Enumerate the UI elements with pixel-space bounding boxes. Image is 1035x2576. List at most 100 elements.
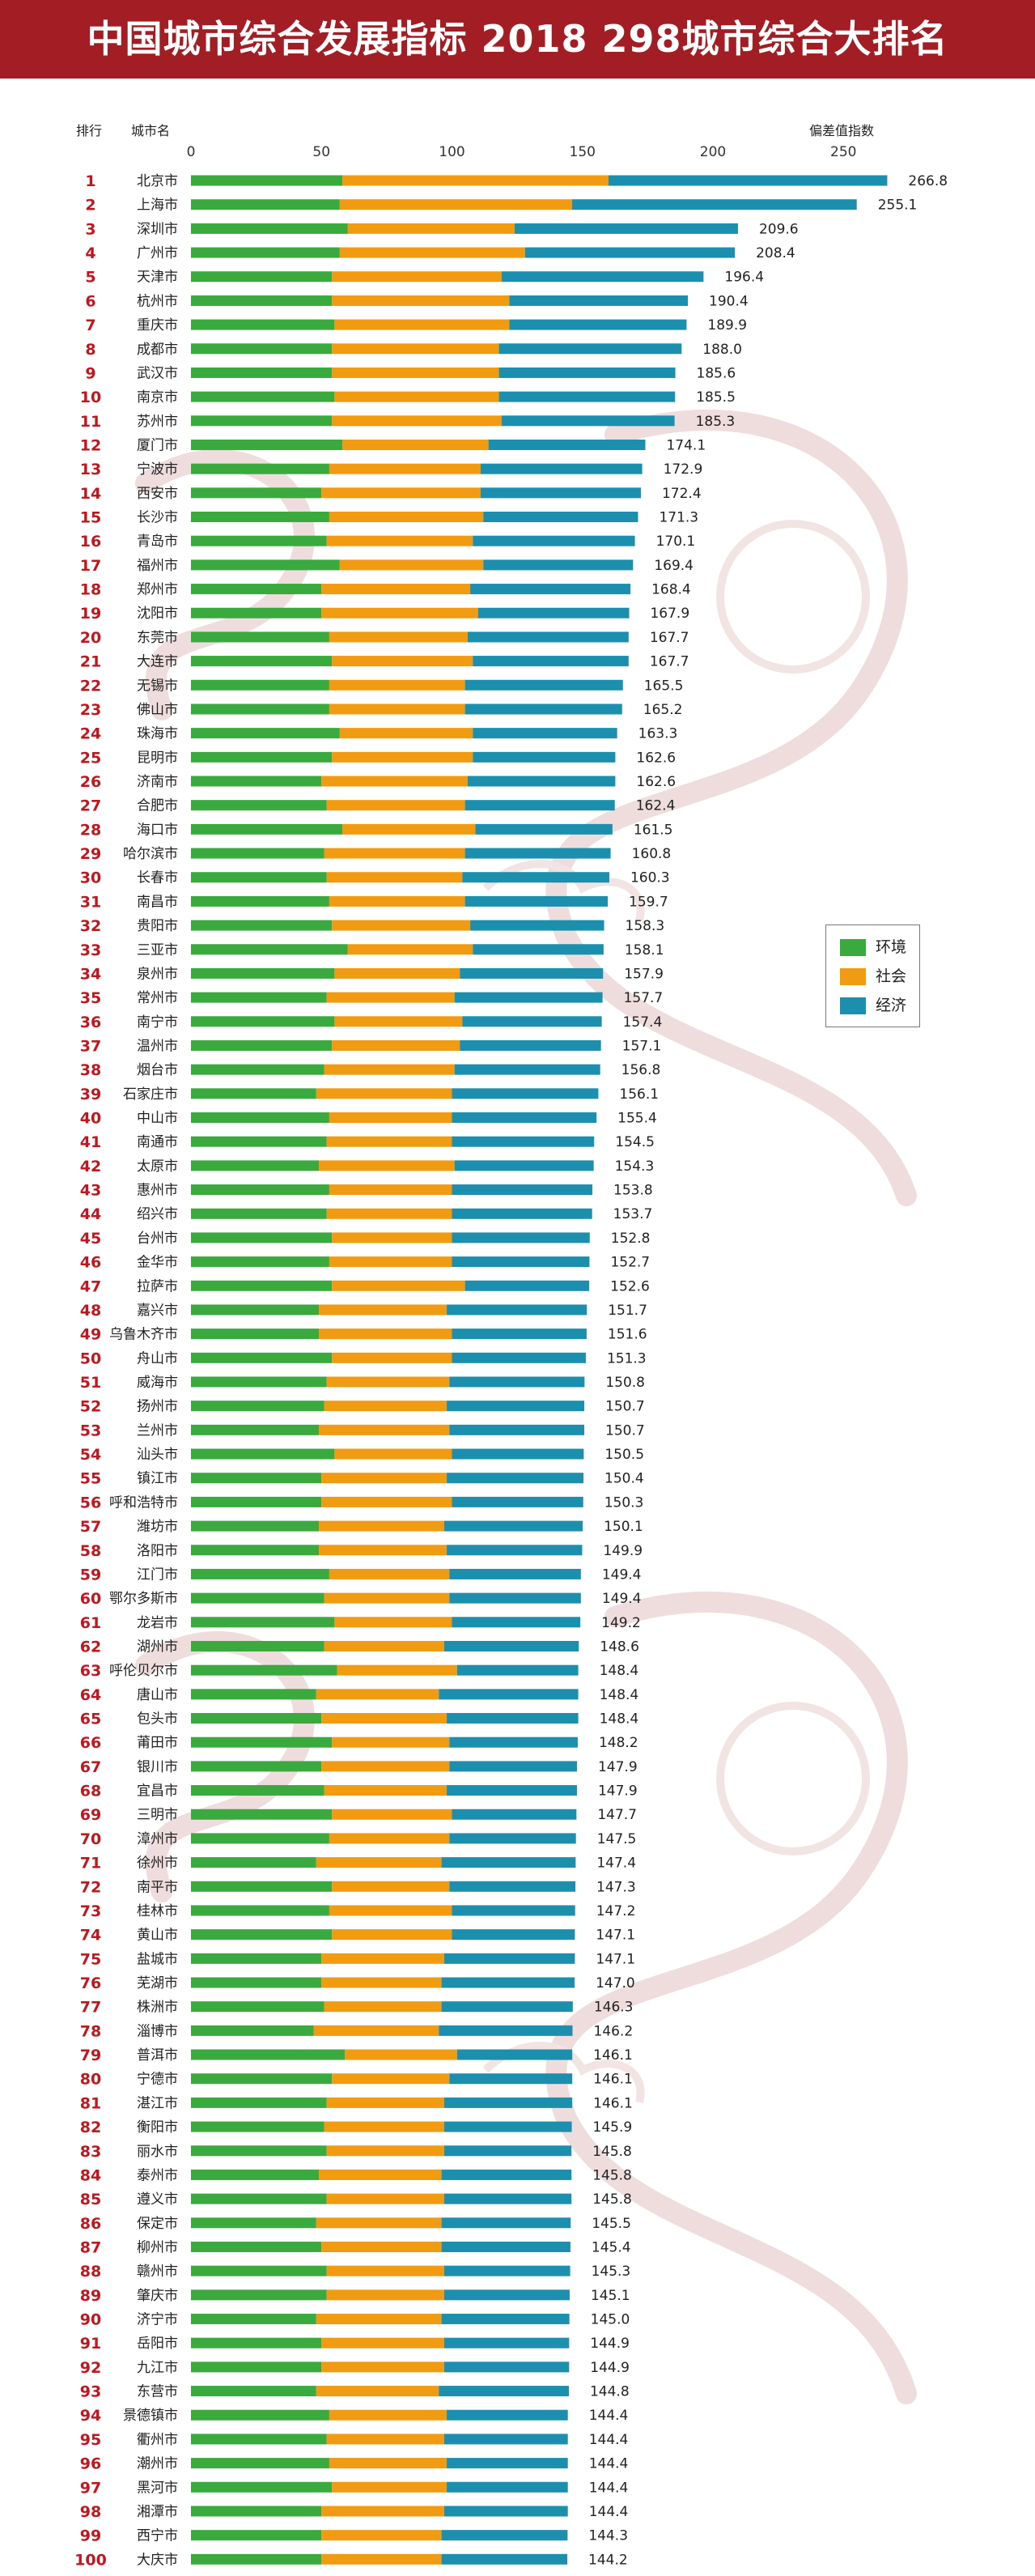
value-label: 159.7 [629,894,668,910]
rank-label: 73 [80,1902,101,1920]
bar-segment-economy [449,1833,576,1844]
city-label: 湖州市 [137,1639,178,1655]
bar-segment-economy [449,1376,585,1388]
rank-label: 50 [80,1350,101,1367]
city-label: 龙岩市 [137,1615,178,1631]
bar-segment-economy [483,559,634,571]
bar-segment-society [319,2169,442,2180]
bar-segment-economy [464,679,623,691]
bar-segment-environment [191,2241,322,2252]
bar-segment-economy [509,319,687,330]
value-label: 148.4 [600,1711,639,1728]
rank-label: 43 [80,1182,101,1200]
chart-row: 73 桂林市 147.2 [80,1902,636,1920]
rank-label: 23 [80,701,101,719]
city-label: 三亚市 [137,942,178,959]
bar-segment-environment [191,2386,316,2397]
city-label: 贵阳市 [137,918,178,934]
value-label: 152.8 [611,1231,651,1247]
bar-segment-society [316,2314,442,2325]
chart-row: 58 洛阳市 149.9 [80,1542,643,1560]
bar-segment-society [329,1184,452,1196]
bar-segment-economy [470,584,631,595]
city-column-header: 城市名 [131,123,170,138]
rank-label: 13 [80,461,101,478]
chart-row: 63 呼伦贝尔市 148.4 [80,1662,638,1680]
value-label: 153.8 [613,1183,653,1199]
value-label: 150.8 [605,1375,645,1391]
rank-label: 71 [80,1855,101,1872]
bar-segment-society [321,2553,442,2565]
bar-segment-economy [452,1232,590,1243]
value-label: 189.9 [707,317,747,334]
bar-segment-environment [191,271,333,283]
bar-segment-environment [191,1473,322,1484]
value-label: 167.7 [650,630,689,646]
legend-swatch-economy [840,997,866,1014]
rank-label: 63 [80,1662,101,1680]
bar-segment-environment [191,751,333,763]
chart-row: 15 长沙市 171.3 [80,509,698,527]
chart-row: 1 北京市 266.8 [85,172,948,190]
chart-row: 71 徐州市 147.4 [80,1855,636,1872]
x-tick-label: 150 [570,144,596,160]
bar-segment-environment [191,367,333,378]
rank-label: 8 [85,341,95,359]
rank-label: 4 [85,244,95,262]
bar-segment-society [329,1568,450,1579]
x-tick-label: 0 [187,144,196,160]
bar-segment-society [321,1473,448,1484]
bar-segment-society [326,872,463,883]
bar-segment-environment [191,247,340,258]
city-label: 绍兴市 [137,1206,178,1222]
city-label: 拉萨市 [137,1278,178,1294]
chart-row: 20 东莞市 167.7 [80,629,689,647]
bar-segment-environment [191,2314,316,2325]
rank-label: 27 [80,797,101,815]
chart-row: 23 佛山市 165.2 [80,701,683,719]
bar-segment-economy [441,2169,572,2180]
bar-segment-society [342,823,476,835]
value-label: 185.5 [696,389,736,406]
chart-row: 19 沈阳市 167.9 [80,605,689,623]
chart-row: 21 大连市 167.7 [80,653,689,671]
rank-label: 37 [80,1037,101,1055]
bar-segment-society [345,2049,457,2060]
bar-segment-society [321,1977,442,1988]
rank-label: 75 [80,1950,101,1968]
bar-segment-society [321,2337,444,2349]
bar-segment-economy [473,751,616,763]
value-label: 145.0 [591,2312,630,2328]
value-label: 162.6 [636,750,676,766]
city-label: 南通市 [137,1134,178,1150]
legend-swatch-society [840,968,866,985]
bar-segment-society [332,415,502,427]
value-label: 144.9 [590,2336,630,2352]
city-label: 岳阳市 [137,2336,178,2352]
rank-label: 46 [80,1254,101,1272]
chart-row: 40 中山市 155.4 [80,1110,657,1128]
bar-segment-society [326,2097,444,2108]
rank-label: 80 [80,2071,101,2089]
chart-row: 57 潍坊市 150.1 [80,1518,643,1536]
city-label: 东营市 [137,2384,178,2400]
bar-segment-environment [191,2025,314,2036]
bar-segment-environment [191,2217,316,2229]
bar-segment-economy [609,175,888,186]
bar-segment-society [329,512,484,523]
rank-label: 64 [80,1686,101,1704]
bar-segment-environment [191,1785,324,1796]
bar-segment-economy [441,1977,575,1988]
legend-swatch-environment [840,939,866,956]
rank-label: 79 [80,2047,101,2064]
rank-label: 40 [80,1110,101,1128]
value-label: 156.8 [621,1062,661,1078]
chart-row: 34 泉州市 157.9 [80,965,664,983]
bar-segment-society [326,992,455,1003]
bar-segment-economy [443,1520,583,1532]
bar-segment-society [321,2506,444,2517]
bar-segment-society [332,1232,452,1243]
city-label: 扬州市 [137,1399,178,1415]
rank-label: 77 [80,1999,101,2017]
value-label: 146.2 [593,2023,633,2039]
